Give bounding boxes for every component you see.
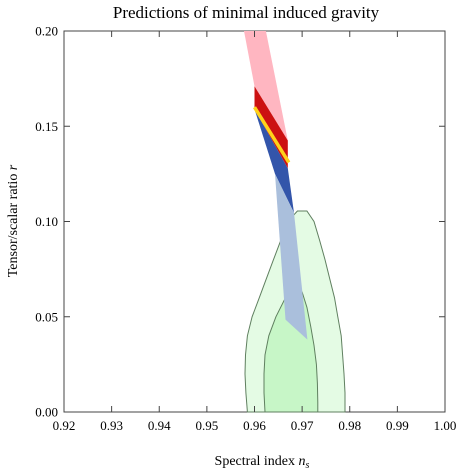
x-axis-subscript: s (306, 460, 310, 471)
x-axis-label: Spectral index ns (215, 454, 310, 471)
x-tick-label: 1.00 (434, 418, 457, 433)
chart-title: Predictions of minimal induced gravity (113, 3, 380, 22)
x-tick-label: 0.98 (338, 418, 361, 433)
y-axis-symbol: r (6, 164, 21, 170)
x-tick-label: 0.99 (386, 418, 409, 433)
prediction-band-5 (275, 173, 308, 340)
x-tick-label: 0.92 (53, 418, 76, 433)
y-axis-label-text: Tensor/scalar ratio (6, 174, 21, 278)
prediction-band-4 (254, 109, 294, 213)
x-tick-label: 0.97 (291, 418, 314, 433)
y-tick-label: 0.10 (35, 214, 58, 229)
axis-ticks: 0.92 0.93 0.94 0.95 0.96 0.97 0.98 0.99 1.00 0.00… (35, 24, 456, 434)
x-tick-label: 0.93 (100, 418, 123, 433)
y-tick-label: 0.05 (35, 309, 58, 324)
x-tick-label: 0.96 (243, 418, 266, 433)
x-axis-symbol: n (299, 454, 306, 469)
x-axis-label-text: Spectral index (215, 454, 295, 469)
prediction-band-2 (244, 31, 288, 141)
y-tick-label: 0.15 (35, 119, 58, 134)
data-regions (244, 31, 346, 413)
y-tick-label: 0.20 (35, 24, 58, 39)
prediction-line (253, 106, 291, 164)
x-tick-label: 0.95 (196, 418, 219, 433)
y-axis-label: Tensor/scalar ratio r (6, 164, 21, 277)
y-tick-label: 0.00 (35, 405, 58, 420)
x-tick-label: 0.94 (148, 418, 171, 433)
